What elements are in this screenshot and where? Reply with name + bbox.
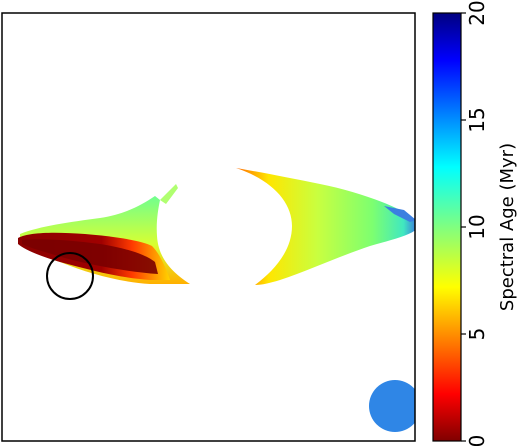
age-map-panel (2, 13, 415, 441)
panel-frame (1, 12, 416, 442)
overlay-circle (46, 252, 94, 300)
right-lobe-blue-tip (384, 206, 415, 222)
right-lobe (236, 168, 415, 285)
colorbar-tick-label: 0 (465, 435, 489, 447)
colorbar: 0 5 10 15 20 Spectral Age (Myr) (432, 0, 518, 447)
colorbar-label: Spectral Age (Myr) (497, 143, 518, 311)
left-lobe-upper-tip (160, 184, 178, 204)
beam-ellipse (369, 380, 415, 432)
colorbar-tick-label: 15 (465, 107, 489, 132)
colorbar-tick-label: 10 (465, 214, 489, 239)
colorbar-ticks: 0 5 10 15 20 (461, 0, 489, 447)
colorbar-tick-label: 20 (465, 0, 489, 25)
colorbar-tick-label: 5 (465, 328, 489, 341)
colorbar-gradient (433, 13, 461, 441)
left-lobe-dark-band (22, 239, 158, 274)
